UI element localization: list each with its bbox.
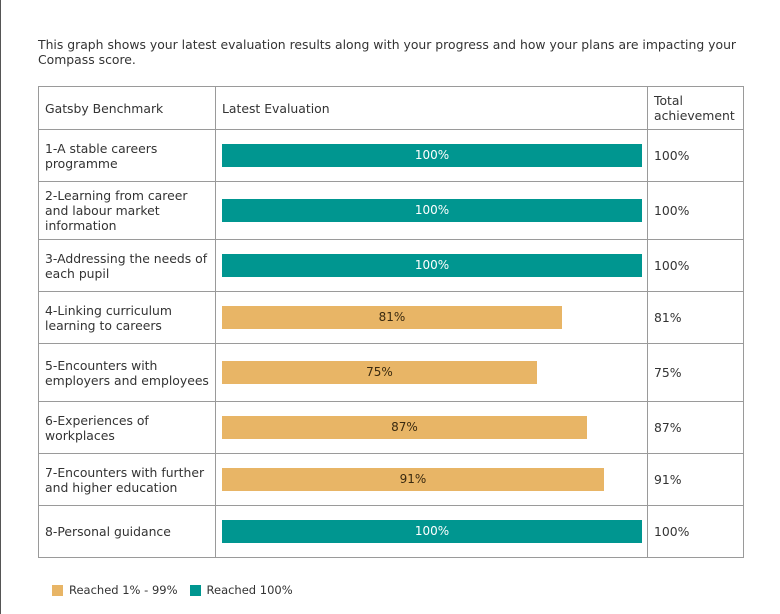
- total-achievement-value: 75%: [647, 343, 744, 402]
- column-header-latest-evaluation: Latest Evaluation: [215, 86, 648, 130]
- evaluation-bar: 100%: [222, 520, 642, 543]
- evaluation-bar: 91%: [222, 468, 604, 491]
- latest-evaluation-cell: 91%: [215, 453, 648, 506]
- benchmark-label: 7-Encounters with further and higher edu…: [38, 453, 216, 506]
- table-row: 3-Addressing the needs of each pupil 100%…: [38, 239, 744, 292]
- evaluation-bar: 75%: [222, 361, 537, 384]
- evaluation-bar: 100%: [222, 199, 642, 222]
- legend-swatch-partial: [52, 584, 63, 596]
- benchmark-label: 2-Learning from career and labour market…: [38, 181, 216, 240]
- total-achievement-value: 91%: [647, 453, 744, 506]
- bar-value-label: 100%: [414, 524, 450, 538]
- benchmark-table: Gatsby Benchmark Latest Evaluation Total…: [38, 86, 744, 558]
- evaluation-bar: 100%: [222, 144, 642, 167]
- bar-value-label: 100%: [414, 258, 450, 272]
- legend-item-full: Reached 100%: [189, 583, 293, 597]
- table-row: 6-Experiences of workplaces 87% 87%: [38, 401, 744, 454]
- bar-track: 100%: [222, 254, 642, 277]
- bar-value-label: 91%: [399, 472, 427, 486]
- bar-track: 91%: [222, 468, 642, 491]
- bar-track: 81%: [222, 306, 642, 329]
- table-row: 1-A stable careers programme 100% 100%: [38, 129, 744, 182]
- latest-evaluation-cell: 100%: [215, 239, 648, 292]
- bar-track: 75%: [222, 361, 642, 384]
- benchmark-label: 4-Linking curriculum learning to careers: [38, 291, 216, 344]
- table-row: 8-Personal guidance 100% 100%: [38, 505, 744, 558]
- latest-evaluation-cell: 81%: [215, 291, 648, 344]
- bar-value-label: 87%: [391, 420, 418, 434]
- table-row: 4-Linking curriculum learning to careers…: [38, 291, 744, 344]
- latest-evaluation-cell: 100%: [215, 505, 648, 558]
- latest-evaluation-cell: 100%: [215, 181, 648, 240]
- bar-value-label: 75%: [366, 365, 393, 379]
- legend-swatch-full: [189, 584, 201, 596]
- total-achievement-value: 87%: [647, 401, 744, 454]
- table-row: 5-Encounters with employers and employee…: [38, 343, 744, 402]
- total-achievement-value: 100%: [647, 181, 744, 240]
- bar-track: 100%: [222, 144, 642, 167]
- benchmark-label: 3-Addressing the needs of each pupil: [38, 239, 216, 292]
- bar-track: 87%: [222, 416, 642, 439]
- bar-track: 100%: [222, 520, 642, 543]
- total-achievement-value: 81%: [647, 291, 744, 344]
- legend-item-partial: Reached 1% - 99%: [52, 583, 178, 597]
- benchmark-label: 8-Personal guidance: [38, 505, 216, 558]
- latest-evaluation-cell: 100%: [215, 129, 648, 182]
- page-left-rule: [0, 0, 1, 614]
- benchmark-label: 5-Encounters with employers and employee…: [38, 343, 216, 402]
- legend-label-full: Reached 100%: [206, 583, 293, 597]
- evaluation-bar: 87%: [222, 416, 587, 439]
- total-achievement-value: 100%: [647, 505, 744, 558]
- intro-text: This graph shows your latest evaluation …: [38, 37, 737, 67]
- table-row: 7-Encounters with further and higher edu…: [38, 453, 744, 506]
- latest-evaluation-cell: 87%: [215, 401, 648, 454]
- table-header-row: Gatsby Benchmark Latest Evaluation Total…: [38, 86, 744, 130]
- benchmark-label: 6-Experiences of workplaces: [38, 401, 216, 454]
- evaluation-bar: 100%: [222, 254, 642, 277]
- bar-value-label: 100%: [414, 148, 450, 162]
- total-achievement-value: 100%: [647, 129, 744, 182]
- legend-label-partial: Reached 1% - 99%: [69, 583, 178, 597]
- bar-value-label: 81%: [378, 310, 406, 324]
- bar-value-label: 100%: [414, 203, 450, 217]
- chart-legend: Reached 1% - 99% Reached 100%: [52, 583, 305, 597]
- evaluation-bar: 81%: [222, 306, 562, 329]
- bar-track: 100%: [222, 199, 642, 222]
- column-header-total-achievement: Total achievement: [647, 86, 744, 130]
- column-header-benchmark: Gatsby Benchmark: [38, 86, 216, 130]
- total-achievement-value: 100%: [647, 239, 744, 292]
- latest-evaluation-cell: 75%: [215, 343, 648, 402]
- table-row: 2-Learning from career and labour market…: [38, 181, 744, 240]
- benchmark-label: 1-A stable careers programme: [38, 129, 216, 182]
